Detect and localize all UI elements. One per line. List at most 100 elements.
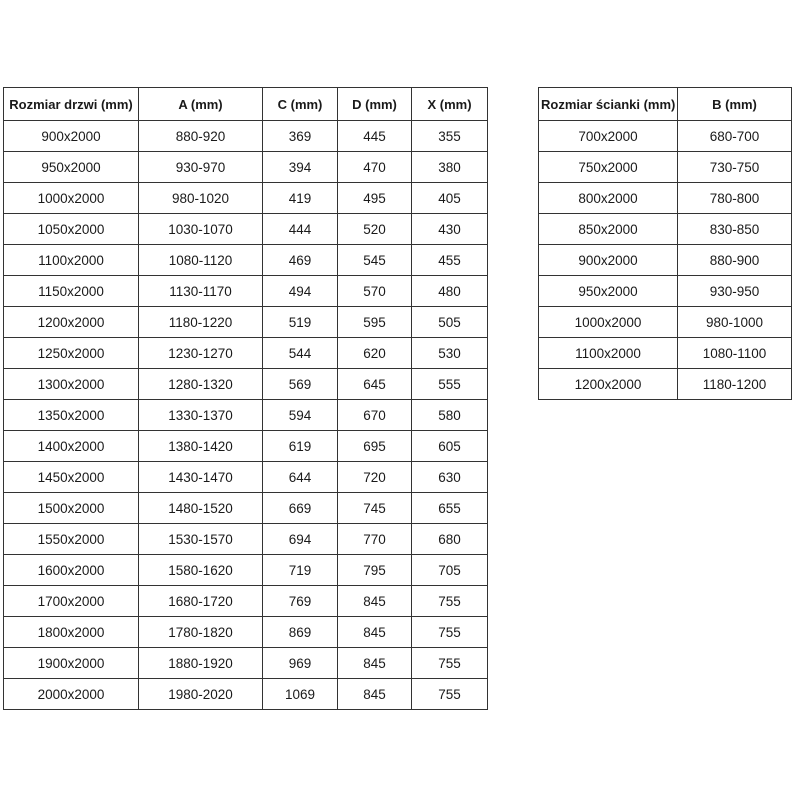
table-cell: 1500x2000 <box>3 492 139 524</box>
table-row: 1250x2000 1230-1270 544 620 530 <box>3 337 488 369</box>
column-header: A (mm) <box>138 87 263 121</box>
table-cell: 830-850 <box>677 213 792 245</box>
table-row: 900x2000 880-920 369 445 355 <box>3 120 488 152</box>
table-row: 1500x2000 1480-1520 669 745 655 <box>3 492 488 524</box>
table-row: 1100x2000 1080-1100 <box>538 337 792 369</box>
table-cell: 394 <box>262 151 338 183</box>
table-row: 1600x2000 1580-1620 719 795 705 <box>3 554 488 586</box>
table-cell: 430 <box>411 213 488 245</box>
table-cell: 1150x2000 <box>3 275 139 307</box>
table-cell: 1480-1520 <box>138 492 263 524</box>
table-cell: 845 <box>337 616 412 648</box>
table-cell: 1900x2000 <box>3 647 139 679</box>
table-cell: 1780-1820 <box>138 616 263 648</box>
column-header: D (mm) <box>337 87 412 121</box>
table-cell: 694 <box>262 523 338 555</box>
table-cell: 1430-1470 <box>138 461 263 493</box>
table-cell: 1030-1070 <box>138 213 263 245</box>
table-cell: 980-1020 <box>138 182 263 214</box>
table-row: 950x2000 930-970 394 470 380 <box>3 151 488 183</box>
table-cell: 470 <box>337 151 412 183</box>
table-cell: 769 <box>262 585 338 617</box>
table-cell: 780-800 <box>677 182 792 214</box>
table-cell: 1400x2000 <box>3 430 139 462</box>
table-row: 900x2000 880-900 <box>538 244 792 276</box>
table-cell: 1069 <box>262 678 338 710</box>
table-cell: 900x2000 <box>3 120 139 152</box>
table-cell: 570 <box>337 275 412 307</box>
table-cell: 720 <box>337 461 412 493</box>
table-row: 1050x2000 1030-1070 444 520 430 <box>3 213 488 245</box>
table-cell: 850x2000 <box>538 213 678 245</box>
table-cell: 595 <box>337 306 412 338</box>
table-cell: 544 <box>262 337 338 369</box>
table-cell: 1600x2000 <box>3 554 139 586</box>
table-cell: 1200x2000 <box>538 368 678 400</box>
table-cell: 845 <box>337 647 412 679</box>
table-cell: 845 <box>337 678 412 710</box>
table-cell: 1980-2020 <box>138 678 263 710</box>
table-cell: 1550x2000 <box>3 523 139 555</box>
table-row: 1000x2000 980-1020 419 495 405 <box>3 182 488 214</box>
table-cell: 494 <box>262 275 338 307</box>
table-cell: 1080-1100 <box>677 337 792 369</box>
table-cell: 845 <box>337 585 412 617</box>
table-cell: 755 <box>411 678 488 710</box>
table-cell: 2000x2000 <box>3 678 139 710</box>
table-row: 700x2000 680-700 <box>538 120 792 152</box>
table-cell: 980-1000 <box>677 306 792 338</box>
table-row: 1200x2000 1180-1200 <box>538 368 792 400</box>
table-cell: 1450x2000 <box>3 461 139 493</box>
table-cell: 800x2000 <box>538 182 678 214</box>
table-cell: 1680-1720 <box>138 585 263 617</box>
table-cell: 755 <box>411 616 488 648</box>
table-cell: 880-900 <box>677 244 792 276</box>
column-header: Rozmiar drzwi (mm) <box>3 87 139 121</box>
table-cell: 950x2000 <box>3 151 139 183</box>
table-row: 1200x2000 1180-1220 519 595 505 <box>3 306 488 338</box>
table-cell: 469 <box>262 244 338 276</box>
column-header: X (mm) <box>411 87 488 121</box>
table-cell: 1080-1120 <box>138 244 263 276</box>
table-cell: 1250x2000 <box>3 337 139 369</box>
table-cell: 1200x2000 <box>3 306 139 338</box>
table-cell: 695 <box>337 430 412 462</box>
table-cell: 950x2000 <box>538 275 678 307</box>
header-row: Rozmiar drzwi (mm) A (mm) C (mm) D (mm) X (m… <box>3 87 488 121</box>
table-cell: 669 <box>262 492 338 524</box>
table-cell: 869 <box>262 616 338 648</box>
table-cell: 705 <box>411 554 488 586</box>
table-cell: 630 <box>411 461 488 493</box>
table-cell: 755 <box>411 647 488 679</box>
table-cell: 620 <box>337 337 412 369</box>
table-cell: 555 <box>411 368 488 400</box>
table-cell: 369 <box>262 120 338 152</box>
table-cell: 655 <box>411 492 488 524</box>
table-row: 1150x2000 1130-1170 494 570 480 <box>3 275 488 307</box>
column-header: B (mm) <box>677 87 792 121</box>
table-cell: 605 <box>411 430 488 462</box>
table-cell: 519 <box>262 306 338 338</box>
table-cell: 1130-1170 <box>138 275 263 307</box>
table-row: 1700x2000 1680-1720 769 845 755 <box>3 585 488 617</box>
table-cell: 1280-1320 <box>138 368 263 400</box>
table-cell: 1800x2000 <box>3 616 139 648</box>
table-cell: 530 <box>411 337 488 369</box>
table-cell: 1050x2000 <box>3 213 139 245</box>
table-cell: 505 <box>411 306 488 338</box>
table-cell: 900x2000 <box>538 244 678 276</box>
table-cell: 1530-1570 <box>138 523 263 555</box>
table-cell: 1880-1920 <box>138 647 263 679</box>
table-row: 1900x2000 1880-1920 969 845 755 <box>3 647 488 679</box>
table-cell: 755 <box>411 585 488 617</box>
table-cell: 730-750 <box>677 151 792 183</box>
table-cell: 545 <box>337 244 412 276</box>
table-row: 800x2000 780-800 <box>538 182 792 214</box>
table-cell: 495 <box>337 182 412 214</box>
table-cell: 645 <box>337 368 412 400</box>
table-cell: 930-970 <box>138 151 263 183</box>
table-cell: 445 <box>337 120 412 152</box>
table-cell: 480 <box>411 275 488 307</box>
table-cell: 680-700 <box>677 120 792 152</box>
